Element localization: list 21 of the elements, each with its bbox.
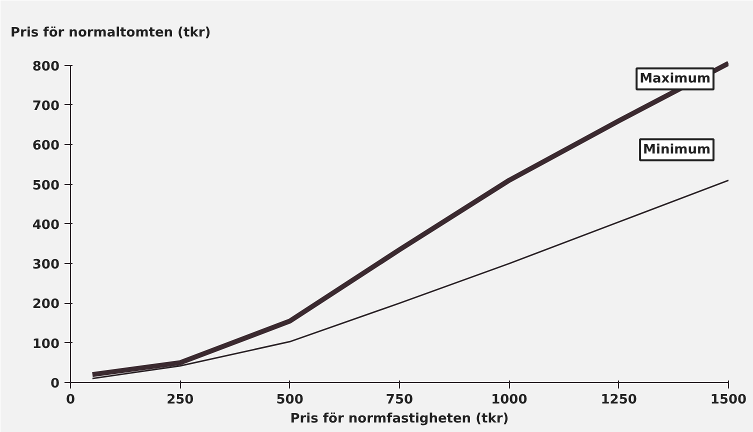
line-series xyxy=(92,180,728,380)
y-tick-label: 700 xyxy=(32,98,60,114)
x-tick-label: 0 xyxy=(66,392,76,408)
y-tick-label: 100 xyxy=(32,336,60,352)
x-tick-label: 1500 xyxy=(710,392,747,408)
x-tick-label: 250 xyxy=(166,392,194,408)
series-label: Maximum xyxy=(640,71,711,86)
y-tick-label: 500 xyxy=(32,178,60,194)
x-axis-title: Pris för normfastigheten (tkr) xyxy=(290,412,509,426)
y-tick-label: 200 xyxy=(32,297,60,312)
x-tick-label: 750 xyxy=(386,392,414,408)
y-tick-label: 400 xyxy=(32,218,60,233)
text: Minimum xyxy=(643,142,711,158)
y-tick-label: 300 xyxy=(32,258,60,273)
y-tick-label: 800 xyxy=(32,59,60,74)
y-tick-label: 0 xyxy=(50,376,60,392)
x-tick-label: 1250 xyxy=(600,392,637,408)
x-tick-label: 500 xyxy=(276,392,304,408)
y-tick-label: 600 xyxy=(32,138,60,154)
y-axis-title: Pris för normaltomten (tkr) xyxy=(10,26,211,40)
x-tick-label: 1000 xyxy=(491,392,528,408)
